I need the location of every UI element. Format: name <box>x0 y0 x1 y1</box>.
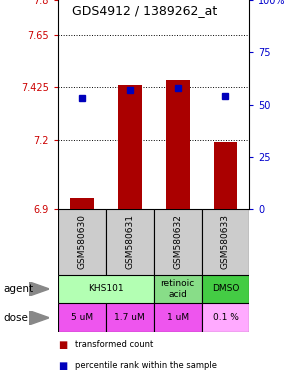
Bar <box>166 80 190 209</box>
Text: ■: ■ <box>58 340 67 350</box>
Text: KHS101: KHS101 <box>88 285 124 293</box>
Text: GSM580633: GSM580633 <box>221 214 230 270</box>
Bar <box>106 209 154 275</box>
Text: transformed count: transformed count <box>75 340 154 349</box>
Polygon shape <box>29 311 49 325</box>
Bar <box>58 209 106 275</box>
Polygon shape <box>29 282 49 296</box>
Text: GSM580632: GSM580632 <box>173 215 182 269</box>
Bar <box>154 275 202 303</box>
Text: percentile rank within the sample: percentile rank within the sample <box>75 361 218 370</box>
Text: 1 uM: 1 uM <box>166 313 189 322</box>
Text: GDS4912 / 1389262_at: GDS4912 / 1389262_at <box>72 4 218 17</box>
Bar <box>202 209 249 275</box>
Bar <box>213 142 238 209</box>
Bar <box>202 303 249 332</box>
Text: DMSO: DMSO <box>212 285 239 293</box>
Bar <box>58 275 154 303</box>
Text: ■: ■ <box>58 361 67 371</box>
Text: GSM580630: GSM580630 <box>77 214 86 270</box>
Bar <box>154 209 202 275</box>
Bar <box>58 303 106 332</box>
Text: 1.7 uM: 1.7 uM <box>114 313 145 322</box>
Text: 5 uM: 5 uM <box>71 313 93 322</box>
Text: agent: agent <box>3 284 33 294</box>
Bar <box>70 198 94 209</box>
Text: dose: dose <box>3 313 28 323</box>
Text: retinoic
acid: retinoic acid <box>160 279 195 299</box>
Bar <box>202 275 249 303</box>
Bar <box>106 303 154 332</box>
Bar <box>154 303 202 332</box>
Text: GSM580631: GSM580631 <box>125 214 134 270</box>
Text: 0.1 %: 0.1 % <box>213 313 238 322</box>
Bar <box>118 85 142 209</box>
